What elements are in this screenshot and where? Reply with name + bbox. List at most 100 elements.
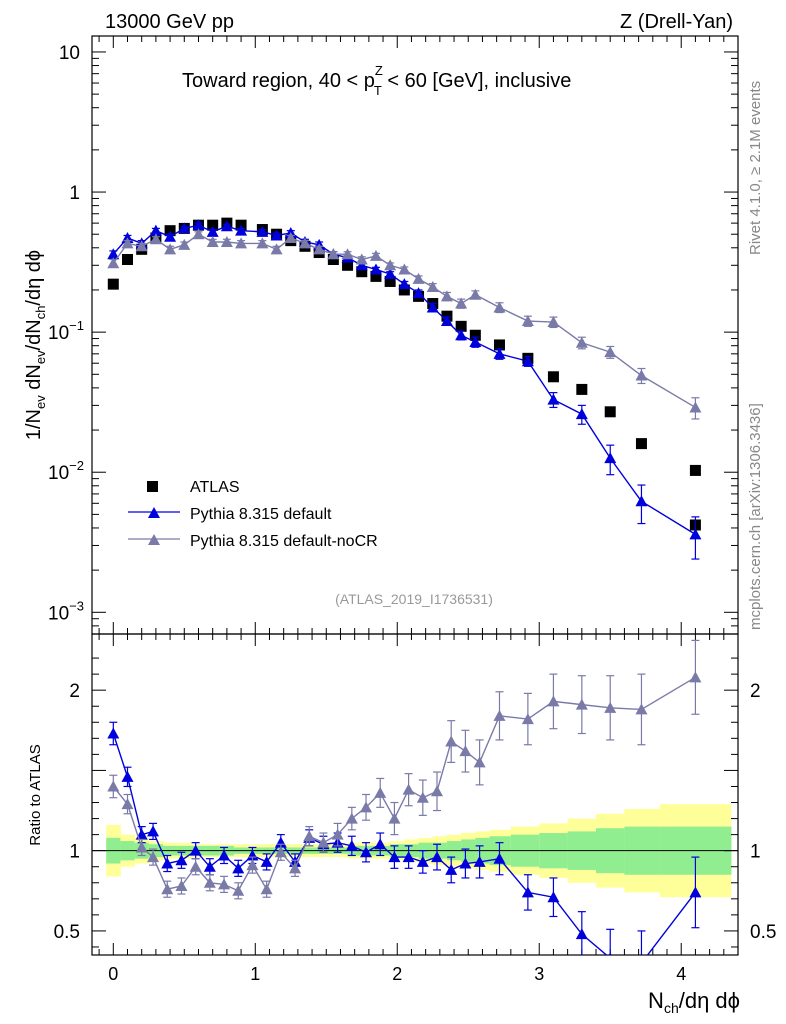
nocr-point bbox=[493, 301, 506, 313]
x-tick-label: 0 bbox=[108, 964, 118, 984]
default-point bbox=[426, 301, 439, 313]
default-point bbox=[369, 263, 382, 275]
default-point bbox=[355, 259, 368, 271]
nocr-ratio-point bbox=[147, 851, 160, 863]
nocr-ratio-point bbox=[388, 812, 401, 824]
nocr-point bbox=[426, 280, 439, 292]
default-ratio-point bbox=[608, 952, 612, 955]
nocr-point bbox=[135, 240, 148, 252]
atlas-point bbox=[384, 275, 396, 287]
atlas-point bbox=[207, 219, 219, 231]
nocr-ratio-point bbox=[274, 846, 287, 858]
nocr-ratio-point bbox=[459, 745, 472, 757]
nocr-ratio-point bbox=[547, 695, 560, 707]
legend-marker-nocr bbox=[148, 534, 160, 545]
default-point bbox=[493, 347, 506, 359]
nocr-point bbox=[192, 228, 205, 240]
default-point bbox=[270, 229, 283, 241]
default-point bbox=[575, 408, 588, 420]
atlas-point bbox=[493, 339, 505, 351]
atlas-point bbox=[327, 253, 339, 265]
nocr-ratio-point bbox=[473, 756, 486, 768]
nocr-ratio-point bbox=[135, 841, 148, 853]
y-label-main-text: 1/Nev dNev/dNch/dη dϕ bbox=[23, 250, 48, 440]
nocr-ratio-point bbox=[175, 879, 188, 891]
analysis-watermark: (ATLAS_2019_I1736531) bbox=[335, 591, 493, 607]
nocr-ratio-point bbox=[317, 836, 330, 848]
nocr-point bbox=[455, 297, 468, 309]
nocr-point bbox=[384, 259, 397, 271]
main-series bbox=[107, 217, 702, 560]
ratio-y-tick-label-right: 0.5 bbox=[750, 922, 776, 943]
nocr-ratio-point bbox=[521, 713, 534, 725]
legend-marker-atlas bbox=[147, 481, 158, 492]
default-point bbox=[398, 278, 411, 290]
default-point bbox=[384, 267, 397, 279]
atlas-point bbox=[121, 253, 133, 265]
header-right: Z (Drell-Yan) bbox=[620, 11, 733, 33]
atlas-point bbox=[342, 259, 354, 271]
plot-title-suffix: < 60 [GeV], inclusive bbox=[382, 70, 572, 92]
nocr-ratio-point bbox=[374, 786, 387, 798]
default-ratio-point bbox=[635, 957, 647, 968]
nocr-point bbox=[369, 249, 382, 261]
mcplots-label: mcplots.cern.ch [arXiv:1306.3436] bbox=[747, 403, 764, 630]
default-ratio-point bbox=[218, 849, 231, 861]
main-panel bbox=[91, 35, 739, 635]
nocr-point bbox=[547, 316, 560, 328]
atlas-point bbox=[370, 270, 382, 282]
plot-title-prefix: Toward region, 40 < p bbox=[182, 70, 375, 92]
nocr-ratio-point bbox=[416, 791, 429, 803]
atlas-point bbox=[455, 320, 467, 332]
ratio-y-tick-label-right: 1 bbox=[750, 842, 761, 863]
nocr-ratio-point bbox=[203, 876, 216, 888]
nocr-point bbox=[398, 263, 411, 275]
nocr-point bbox=[604, 346, 617, 358]
nocr-ratio-point bbox=[161, 883, 174, 895]
ratio-y-tick-label: 0.5 bbox=[54, 922, 80, 943]
ratio-y-tick-label: 1 bbox=[69, 842, 80, 863]
nocr-point bbox=[298, 237, 311, 249]
default-ratio-point bbox=[388, 851, 401, 863]
legend-label-default: Pythia 8.315 default bbox=[190, 506, 332, 523]
default-point bbox=[604, 452, 617, 464]
nocr-ratio-point bbox=[493, 709, 506, 721]
plot-title-sup: Z bbox=[375, 63, 383, 78]
nocr-point bbox=[164, 243, 177, 255]
nocr-point bbox=[341, 248, 354, 260]
default-ratio-point bbox=[121, 770, 134, 782]
default-ratio-point bbox=[274, 836, 287, 848]
x-tick-label: 3 bbox=[534, 964, 544, 984]
default-point bbox=[235, 224, 248, 236]
chart-marks: 0 1 2 3 4 10 1 10−1 10−2 10−3 2 2 1 1 0.5 0.5 bbox=[48, 36, 776, 984]
nocr-ratio-point bbox=[604, 701, 617, 713]
atlas-point bbox=[164, 225, 176, 237]
nocr-ratio-point bbox=[260, 883, 273, 895]
nocr-point bbox=[206, 235, 219, 247]
default-ratio-point bbox=[260, 855, 273, 867]
atlas-point bbox=[107, 278, 119, 290]
nocr-ratio-point bbox=[331, 828, 344, 840]
y-label-main: 1/Nev dNev/dNch/dη dϕ bbox=[23, 250, 48, 440]
legend-marker-default bbox=[148, 507, 160, 518]
nocr-point bbox=[355, 253, 368, 265]
ratio-panel bbox=[91, 633, 739, 956]
default-ratio-point bbox=[189, 844, 202, 856]
default-point bbox=[220, 220, 233, 232]
nocr-point bbox=[121, 237, 134, 249]
nocr-point bbox=[256, 237, 269, 249]
nocr-point bbox=[270, 243, 283, 255]
nocr-ratio-point bbox=[121, 798, 134, 810]
nocr-ratio-point bbox=[246, 859, 259, 871]
default-ratio-point bbox=[521, 886, 534, 898]
nocr-ratio-point bbox=[431, 785, 444, 797]
nocr-point bbox=[235, 237, 248, 249]
default-ratio-point bbox=[374, 838, 387, 850]
nocr-ratio-point bbox=[189, 860, 202, 872]
y-label-ratio: Ratio to ATLAS bbox=[27, 744, 44, 845]
atlas-point bbox=[398, 284, 410, 296]
ratio-frame bbox=[91, 633, 739, 956]
default-ratio-point bbox=[246, 849, 259, 861]
nocr-point bbox=[575, 336, 588, 348]
legend-label-nocr: Pythia 8.315 default-noCR bbox=[190, 533, 378, 550]
